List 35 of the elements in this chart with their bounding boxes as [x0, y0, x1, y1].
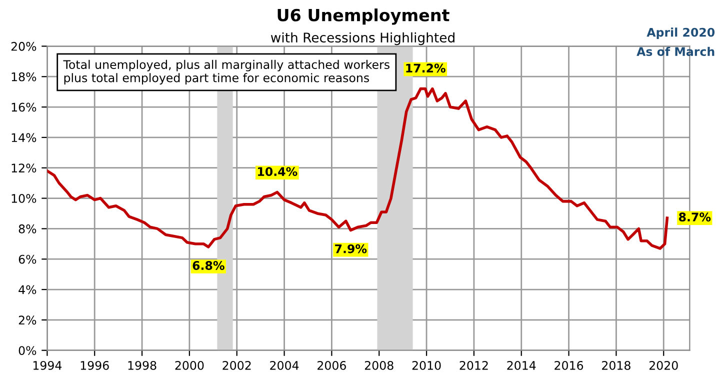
x-tick-label: 2010 — [412, 360, 441, 370]
y-tick-label: 20% — [11, 42, 36, 51]
annotation: 8.7% — [679, 212, 711, 222]
y-tick-label: 6% — [18, 254, 36, 264]
x-tick-label: 2014 — [507, 360, 536, 370]
annotation: Total unemployed, plus all marginally attached workers plus total employed part time for economic reasons — [63, 60, 390, 85]
annotation: 17.2% — [406, 64, 446, 73]
y-tick-label: 12% — [12, 164, 36, 173]
x-tick-label: 2008 — [364, 360, 394, 370]
x-tick-label: 2002 — [222, 360, 251, 370]
y-tick-label: 4% — [18, 285, 36, 294]
y-tick-label: 2% — [18, 316, 36, 325]
x-tick-label: 1998 — [128, 360, 156, 370]
x-tick-label: 2000 — [175, 360, 204, 370]
x-tick-label: 2016 — [554, 360, 584, 370]
x-tick-label: 2004 — [270, 360, 299, 370]
x-tick-label: 2006 — [318, 360, 346, 370]
x-tick-label: 1996 — [80, 360, 109, 370]
x-tick-label: 2020 — [649, 360, 678, 370]
x-tick-label: 2012 — [460, 360, 488, 370]
y-tick-label: 18% — [12, 72, 36, 82]
annotation: 7.9% — [335, 244, 367, 254]
x-tick-label: 1994 — [33, 360, 62, 370]
annotation: 10.4% — [258, 167, 298, 176]
x-tick-label: 2018 — [602, 360, 630, 370]
annotation: As of March — [636, 46, 714, 56]
y-tick-label: 8% — [18, 224, 36, 234]
y-tick-label: 0% — [18, 346, 36, 356]
text: April 2020 — [646, 28, 715, 40]
annotation: 6.8% — [192, 261, 224, 270]
y-tick-label: 10% — [12, 194, 36, 203]
chart-title: U6 Unemployment — [278, 8, 450, 25]
chart-subtitle: with Recessions Highlighted — [270, 32, 454, 46]
y-tick-label: 16% — [12, 102, 36, 112]
y-tick-label: 14% — [12, 133, 36, 142]
